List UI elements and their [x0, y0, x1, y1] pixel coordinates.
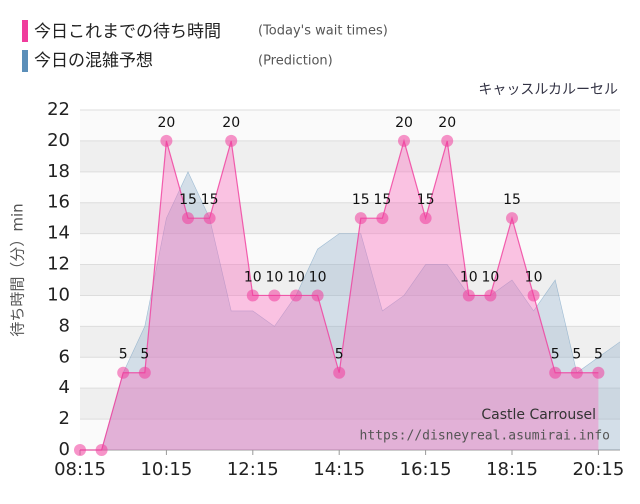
- grid-band: [80, 326, 620, 358]
- legend-note: (Today's wait times): [258, 24, 388, 39]
- point: [398, 134, 410, 147]
- data-label: 15: [352, 192, 370, 208]
- point: [182, 212, 194, 225]
- point: [441, 134, 454, 147]
- y-tick-label: 12: [47, 254, 70, 275]
- grid-band: [80, 202, 620, 234]
- point: [484, 289, 497, 302]
- point: [462, 289, 475, 302]
- legend-swatch: [22, 50, 28, 72]
- point: [333, 366, 346, 379]
- point: [376, 212, 389, 225]
- y-tick-label: 0: [59, 439, 70, 460]
- point: [74, 444, 86, 456]
- data-label: 20: [157, 115, 175, 131]
- y-tick-label: 2: [59, 408, 70, 429]
- data-label: 15: [179, 192, 197, 208]
- grid-band: [80, 264, 620, 296]
- x-tick-label: 08:15: [54, 459, 106, 480]
- y-axis-label: 待ち時間（分）min: [9, 203, 27, 336]
- point: [570, 366, 583, 379]
- point: [311, 289, 324, 302]
- y-tick-label: 10: [47, 284, 70, 305]
- attraction-name: キャッスルカルーセル: [478, 82, 618, 98]
- x-tick-label: 14:15: [313, 459, 365, 480]
- data-label: 20: [222, 115, 240, 131]
- grid-band: [80, 140, 620, 172]
- point: [549, 366, 562, 379]
- y-tick-label: 16: [47, 192, 70, 213]
- plot: 0 2 4 6 8 10 12 14 16 18 20 22 08:15 10:15 12:15 14:15 1…: [47, 99, 624, 480]
- legend-label: 今日の混雑予想: [34, 51, 153, 71]
- y-tick-label: 14: [47, 223, 70, 244]
- point: [117, 366, 130, 379]
- watermark: Castle Carrousel: [481, 407, 596, 423]
- watermark: https://disneyreal.asumirai.info: [360, 429, 610, 444]
- point: [268, 289, 281, 302]
- y-tick-label: 6: [59, 346, 70, 367]
- x-tick-label: 12:15: [227, 459, 279, 480]
- data-label: 5: [140, 347, 149, 363]
- data-label: 15: [373, 192, 391, 208]
- data-label: 5: [594, 347, 603, 363]
- data-label: 10: [244, 269, 262, 285]
- data-label: 5: [551, 347, 560, 363]
- x-tick-label: 16:15: [400, 459, 452, 480]
- point: [203, 212, 216, 225]
- data-label: 10: [309, 269, 327, 285]
- data-label: 10: [525, 269, 543, 285]
- legend-label: 今日これまでの待ち時間: [34, 22, 221, 42]
- grid-band: [80, 388, 620, 420]
- point: [160, 134, 173, 147]
- data-label: 15: [417, 192, 435, 208]
- y-tick-label: 20: [47, 130, 70, 151]
- point: [246, 289, 259, 302]
- legend-swatch: [22, 20, 28, 42]
- point: [354, 212, 367, 225]
- data-label: 5: [119, 347, 128, 363]
- data-label: 10: [287, 269, 305, 285]
- data-label: 15: [503, 192, 521, 208]
- data-label: 15: [201, 192, 219, 208]
- x-tick-label: 10:15: [140, 459, 192, 480]
- point: [290, 289, 302, 302]
- x-tick-label: 18:15: [486, 459, 538, 480]
- data-label: 10: [481, 269, 499, 285]
- y-tick-label: 4: [59, 377, 70, 398]
- point: [225, 134, 238, 147]
- point: [506, 212, 518, 225]
- data-label: 10: [265, 269, 283, 285]
- data-label: 10: [460, 269, 478, 285]
- point: [527, 289, 540, 302]
- legend-note: (Prediction): [258, 54, 333, 69]
- point: [95, 444, 108, 456]
- y-tick-label: 22: [47, 99, 70, 120]
- point: [419, 212, 432, 225]
- y-tick-label: 8: [59, 315, 70, 336]
- data-label: 5: [335, 347, 344, 363]
- line: [80, 171, 621, 451]
- data-label: 20: [395, 115, 413, 131]
- data-label: 5: [572, 347, 581, 363]
- point: [592, 366, 605, 379]
- data-label: 20: [438, 115, 456, 131]
- x-tick-label: 20:15: [572, 459, 624, 480]
- point: [138, 366, 151, 379]
- y-tick-label: 18: [47, 161, 70, 182]
